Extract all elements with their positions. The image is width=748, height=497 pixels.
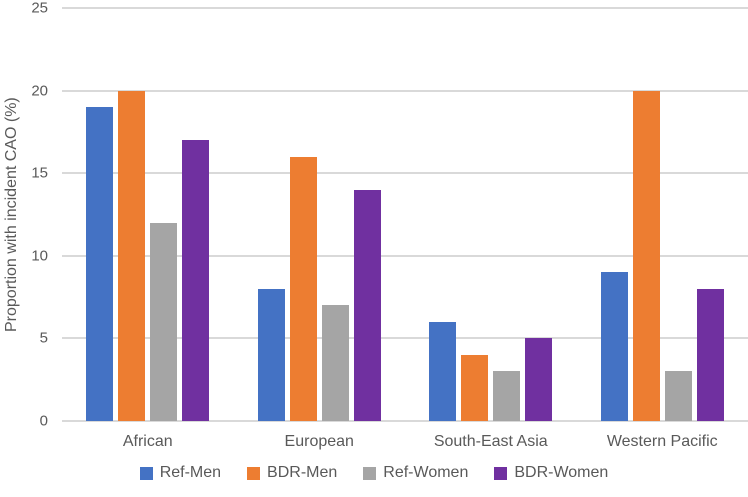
- bar-bdr-women-african: [182, 140, 210, 421]
- x-axis-label: African: [122, 433, 173, 450]
- y-tick-label: 5: [39, 329, 48, 347]
- y-tick-label: 25: [31, 0, 48, 17]
- legend-item-ref-women: Ref-Women: [363, 464, 468, 482]
- bar-ref-men-african: [86, 107, 114, 421]
- bar-ref-women-western-pacific: [664, 371, 692, 421]
- y-tick-label: 0: [39, 412, 48, 430]
- legend-swatch: [494, 466, 508, 480]
- x-axis-label: European: [284, 433, 354, 450]
- y-axis-tick-labels: 0 5 10 15 20 25: [24, 1, 48, 429]
- bar-group-south-east-asia: [405, 8, 577, 421]
- bar-ref-women-african: [150, 222, 178, 421]
- y-axis-title: Proportion with incident CAO (%): [3, 97, 20, 332]
- bar-groups: [62, 8, 748, 421]
- bar-ref-men-south-east-asia: [429, 321, 457, 421]
- x-axis-label: South-East Asia: [433, 433, 548, 450]
- y-tick-label: 10: [31, 247, 48, 265]
- legend: Ref-Men BDR-Men Ref-Women BDR-Women: [0, 464, 748, 482]
- legend-item-bdr-women: BDR-Women: [494, 464, 608, 482]
- bar-bdr-women-european: [353, 189, 381, 421]
- bar-group-african: [62, 8, 234, 421]
- legend-swatch: [247, 466, 261, 480]
- legend-swatch: [363, 466, 377, 480]
- bar-bdr-men-western-pacific: [632, 90, 660, 421]
- grid-line: [62, 172, 748, 175]
- grid-line: [62, 89, 748, 92]
- plot-area: [62, 7, 748, 422]
- legend-swatch: [139, 466, 153, 480]
- bar-bdr-men-south-east-asia: [461, 354, 489, 421]
- legend-label: Ref-Men: [159, 464, 222, 481]
- bar-bdr-men-african: [118, 90, 146, 421]
- y-tick-label: 15: [31, 164, 48, 182]
- bar-bdr-women-western-pacific: [696, 288, 724, 421]
- legend-item-ref-men: Ref-Men: [139, 464, 222, 482]
- grid-line: [62, 337, 748, 340]
- bar-bdr-men-european: [289, 156, 317, 421]
- legend-label: Ref-Women: [383, 464, 469, 481]
- bar-ref-women-south-east-asia: [493, 371, 521, 421]
- gridlines: [62, 7, 748, 422]
- x-axis-label: Western Pacific: [606, 433, 718, 450]
- bar-group-european: [234, 8, 406, 421]
- bar-ref-women-european: [321, 305, 349, 421]
- grid-line: [62, 420, 748, 422]
- legend-label: BDR-Women: [514, 464, 609, 481]
- grid-line: [62, 254, 748, 257]
- y-tick-label: 20: [31, 82, 48, 100]
- x-axis-labels: African European South-East Asia Western Pa…: [62, 433, 748, 451]
- bar-ref-men-western-pacific: [600, 272, 628, 421]
- legend-item-bdr-men: BDR-Men: [247, 464, 337, 482]
- bar-ref-men-european: [257, 288, 285, 421]
- grid-line: [62, 7, 748, 9]
- bar-group-western-pacific: [577, 8, 748, 421]
- bar-bdr-women-south-east-asia: [525, 338, 553, 421]
- legend-label: BDR-Men: [267, 464, 338, 481]
